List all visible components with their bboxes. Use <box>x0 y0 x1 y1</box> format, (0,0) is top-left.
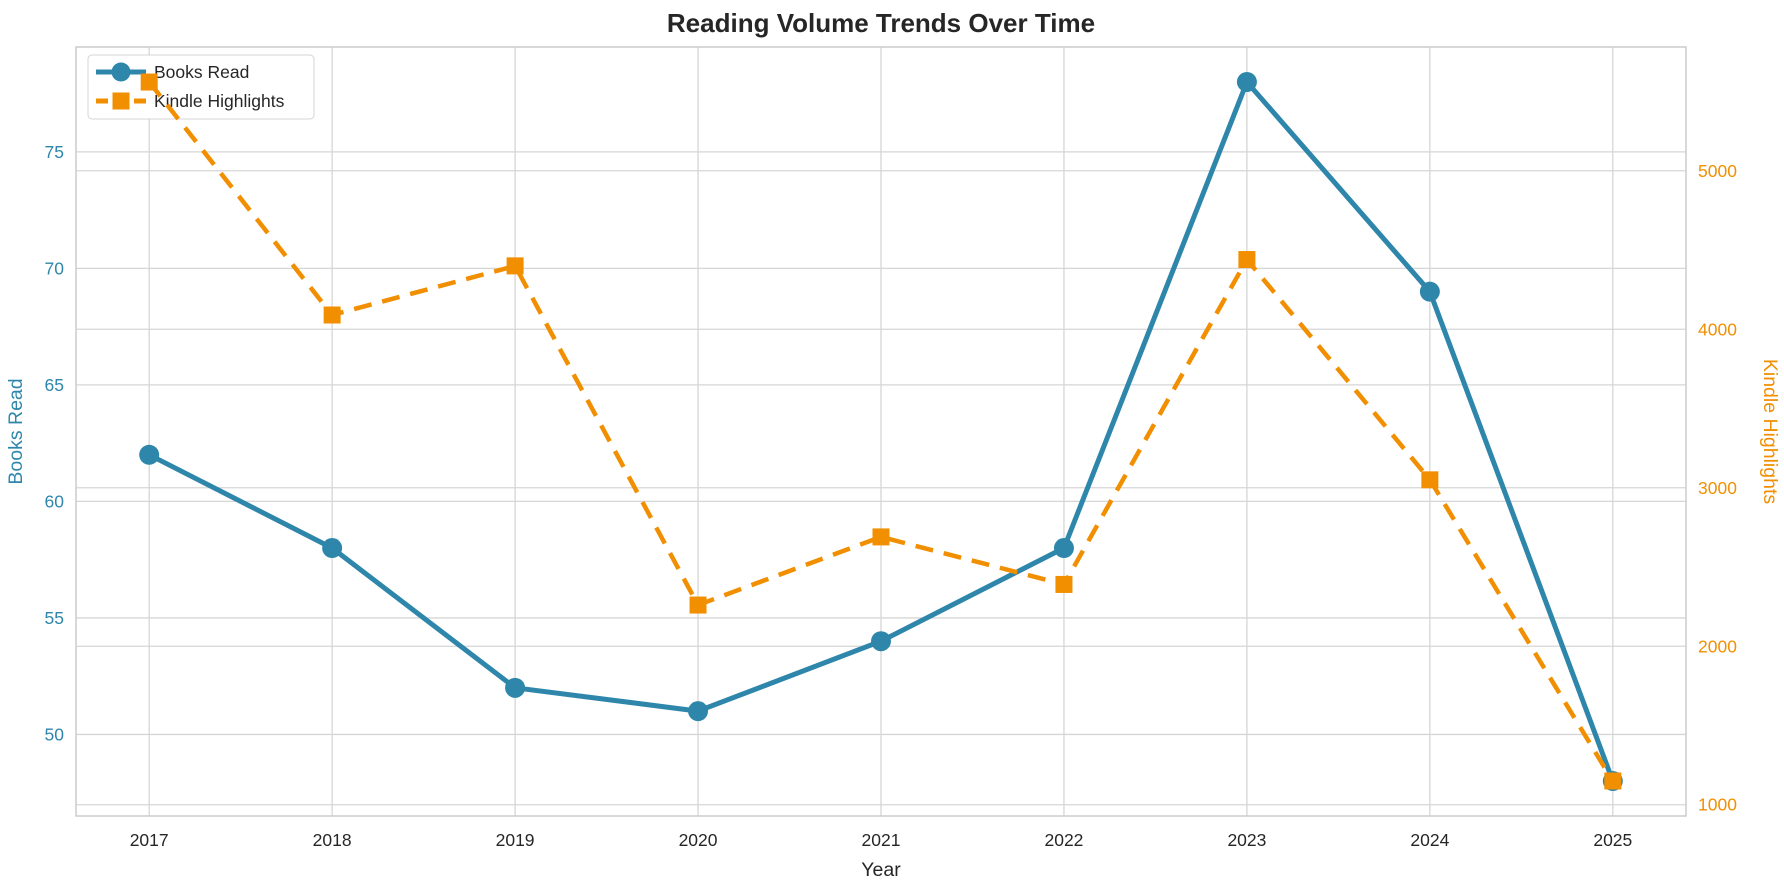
x-tick-label: 2020 <box>679 830 718 850</box>
data-point-square <box>1604 772 1622 790</box>
x-tick-label: 2023 <box>1227 830 1266 850</box>
left-y-tick-label: 65 <box>45 375 64 395</box>
data-point-square <box>872 528 890 546</box>
data-point-square <box>140 73 158 91</box>
data-point-square <box>323 306 341 324</box>
x-tick-label: 2021 <box>862 830 901 850</box>
x-tick-label: 2019 <box>496 830 535 850</box>
data-point-circle <box>1236 71 1257 92</box>
data-point-circle <box>505 677 526 698</box>
left-y-tick-label: 60 <box>45 491 65 511</box>
right-y-tick-label: 5000 <box>1698 161 1737 181</box>
left-y-tick-label: 50 <box>45 724 65 744</box>
right-y-tick-label: 4000 <box>1698 319 1737 339</box>
data-point-circle <box>139 444 160 465</box>
plot-border <box>75 46 1687 817</box>
x-tick-label: 2024 <box>1410 830 1449 850</box>
x-tick-label: 2022 <box>1044 830 1083 850</box>
left-y-tick-label: 75 <box>45 142 64 162</box>
legend-label: Kindle Highlights <box>154 91 285 111</box>
x-tick-label: 2025 <box>1593 830 1632 850</box>
data-point-square <box>1421 471 1439 489</box>
legend-marker-square <box>112 92 130 110</box>
x-tick-label: 2018 <box>313 830 352 850</box>
right-y-tick-label: 1000 <box>1698 795 1737 815</box>
kindle-highlights-line <box>147 80 1615 783</box>
left-y-tick-label: 70 <box>45 258 65 278</box>
data-point-circle <box>688 701 709 722</box>
left-y-tick-label: 55 <box>45 608 64 628</box>
right-y-tick-label: 2000 <box>1698 636 1737 656</box>
chart-title: Reading Volume Trends Over Time <box>667 8 1095 38</box>
left-y-axis-label: Books Read <box>5 378 27 484</box>
data-point-circle <box>871 631 891 652</box>
data-point-circle <box>322 538 343 559</box>
data-point-circle <box>1419 281 1440 302</box>
right-y-axis-label: Kindle Highlights <box>1759 359 1781 505</box>
data-point-square <box>1055 575 1073 593</box>
x-axis-label: Year <box>861 859 901 881</box>
data-point-square <box>689 596 707 614</box>
data-point-circle <box>1053 538 1074 559</box>
x-tick-label: 2017 <box>130 830 169 850</box>
right-y-tick-label: 3000 <box>1698 478 1737 498</box>
legend-marker-circle <box>111 62 131 82</box>
data-point-square <box>1238 251 1256 269</box>
data-point-square <box>506 257 524 275</box>
legend-label: Books Read <box>154 62 249 82</box>
